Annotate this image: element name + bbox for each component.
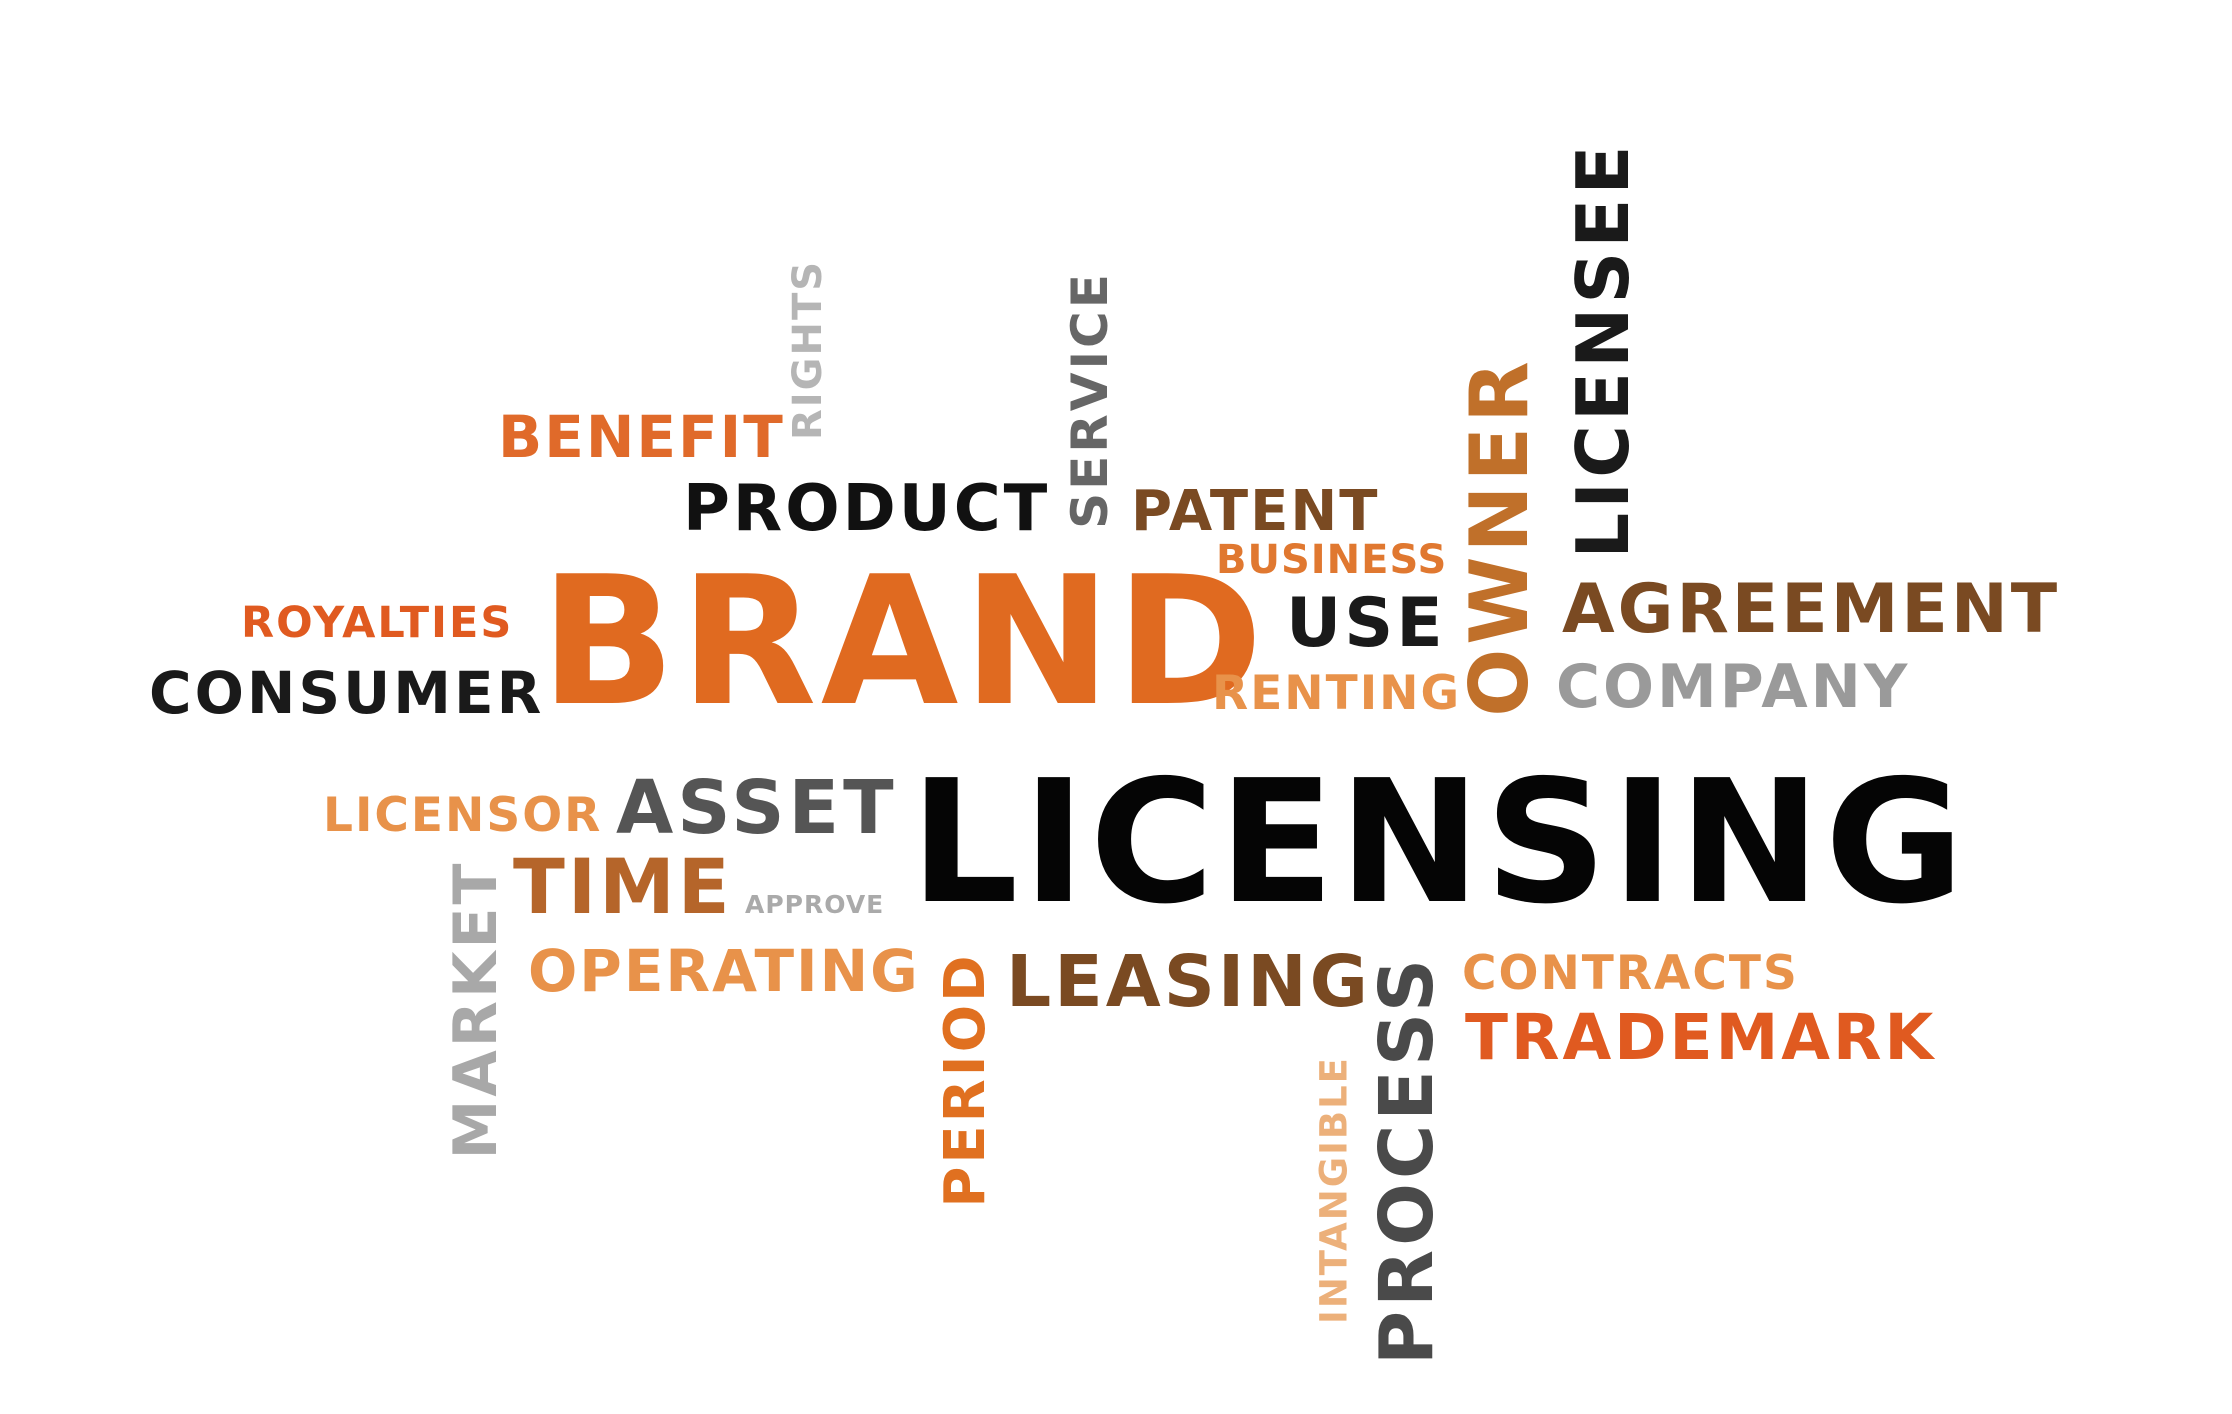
word-royalties: ROYALTIES [241,598,514,648]
word-trademark: TRADEMARK [1465,1001,1937,1074]
word-licensor: LICENSOR [323,788,603,843]
word-intangible: INTANGIBLE [1312,1056,1356,1324]
word-company: COMPANY [1556,652,1911,722]
word-brand: BRAND [540,538,1268,745]
word-approve: APPROVE [745,890,885,919]
word-renting: RENTING [1212,666,1462,721]
word-owner: OWNER [1453,357,1546,717]
word-leasing: LEASING [1006,940,1371,1023]
word-licensing: LICENSING [910,744,1969,942]
word-benefit: BENEFIT [498,403,785,471]
word-use: USE [1286,584,1446,663]
word-licensee: LICENSEE [1561,141,1645,559]
word-contracts: CONTRACTS [1462,946,1799,1001]
word-period: PERIOD [933,952,998,1208]
word-process: PROCESS [1364,954,1450,1366]
word-operating: OPERATING [528,937,920,1005]
word-market: MARKET [441,860,511,1160]
word-product: PRODUCT [683,472,1051,546]
word-patent: PATENT [1131,479,1380,544]
word-consumer: CONSUMER [149,659,545,727]
word-asset: ASSET [616,765,898,851]
word-business: BUSINESS [1216,537,1448,583]
word-time: TIME [513,842,733,931]
word-agreement: AGREEMENT [1562,570,2061,649]
word-service: SERVICE [1061,271,1119,529]
word-rights: RIGHTS [785,259,831,441]
